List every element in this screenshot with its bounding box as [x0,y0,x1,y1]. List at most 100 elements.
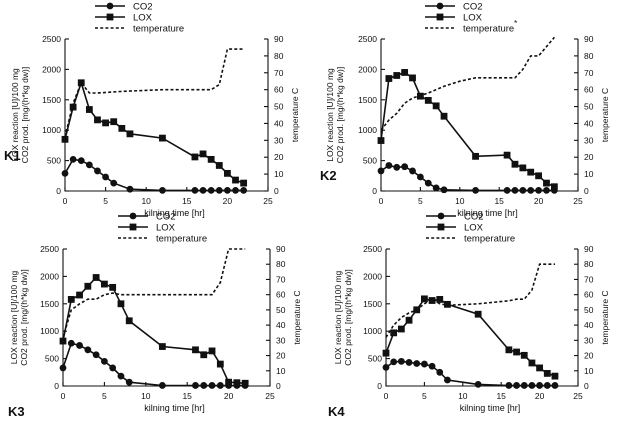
x-tick-label: 15 [182,391,192,401]
x-tick-label: 25 [573,196,583,206]
x-tick-label: 0 [379,196,384,206]
chart-panel-k4: 0 500 1000 1500 2000 2500 0 10 20 30 40 50 60 70 80 90 0… [328,212,610,420]
data-point-lox [536,364,543,372]
y-right-tick-label: 10 [584,366,594,376]
data-point-lox [401,69,409,76]
data-point-co2 [535,186,542,194]
y-right-tick-label: 20 [584,152,594,162]
y-tick-label: 2000 [363,271,382,281]
x-tick-label: 15 [182,196,192,206]
x-tick-label: 10 [141,196,151,206]
data-point-co2 [474,380,482,388]
data-point-co2 [215,186,223,194]
chart-panel-k2: 0 500 1000 1500 2000 2500 0 10 20 30 40 50 60 70 80 90 0… [320,2,610,219]
data-point-co2 [207,186,215,194]
chart-panel-k3: 0 500 1000 1500 2000 2500 0 10 20 30 40 50 60 70 80 90 0… [8,212,302,420]
data-point-lox [409,74,416,82]
stray-asterisk: * [514,18,518,28]
y-tick-label: 2000 [42,64,61,74]
y-tick-label: 2000 [40,271,59,281]
data-point-lox [474,310,482,318]
legend-entry-temperature: temperature [133,24,184,35]
data-point-lox [444,300,451,308]
data-point-co2 [385,162,393,169]
data-point-co2 [472,186,479,194]
data-point-lox [101,280,108,288]
y-axis-label-line2: CO2 prod. [mg/(h*kg dw)] [335,67,345,163]
series-line-co2 [64,158,244,192]
axis-lines [62,249,271,387]
y-right-tick-label: 90 [584,34,594,44]
x-tick-label: 25 [265,391,275,401]
y-right-tick-label: 70 [274,68,284,78]
data-point-lox [117,300,125,308]
data-point-co2 [85,161,93,169]
y-right-tick-label: 40 [584,118,594,128]
legend-entry-co2: CO2 [464,212,484,223]
y-tick-label: 1500 [363,299,382,309]
data-point-lox [85,106,93,113]
data-point-lox [432,102,440,110]
legend-entry-temperature: temperature [463,24,514,35]
series-line-temperature [385,263,555,338]
data-point-co2 [393,163,401,171]
data-point-co2 [444,376,451,384]
data-point-lox [61,135,69,143]
y-right-tick-label: 90 [584,244,594,254]
y-right-tick-label: 20 [276,351,286,361]
y-tick-label: 0 [377,381,382,391]
data-point-co2 [405,359,413,366]
data-point-co2 [390,358,398,366]
chart-panel-k1: 0 500 1000 1500 2000 2500 0 10 20 30 40 50 60 70 80 90 0… [4,2,300,219]
data-point-co2 [401,163,409,171]
data-point-lox [109,283,117,291]
x-tick-label: 20 [223,196,233,206]
data-point-co2 [191,186,199,194]
data-point-co2 [240,186,248,194]
legend-entry-lox-marker [436,13,444,21]
data-point-co2 [126,185,134,193]
y-right-tick-label: 0 [274,186,279,196]
y-right-tick-label: 40 [276,320,286,330]
y-right-tick-label: 10 [584,169,594,179]
data-point-lox [519,164,527,172]
legend-entry-co2-marker [437,212,445,220]
y-right-tick-label: 60 [274,85,284,95]
data-point-lox [421,295,428,303]
data-point-lox [126,130,134,138]
data-point-lox [436,296,444,303]
data-point-co2 [59,364,67,372]
data-point-co2 [101,357,108,365]
x-tick-label: 20 [224,391,234,401]
axis-lines [64,39,269,192]
data-point-lox [428,297,436,304]
data-point-lox [385,75,393,82]
x-tick-label: 0 [384,391,389,401]
data-point-lox [424,97,432,104]
x-tick-label: 15 [496,391,506,401]
legend-entry-lox: LOX [156,223,176,234]
data-point-co2 [409,167,416,175]
series-line-temperature [62,248,246,338]
legend-entry-temperature: temperature [156,234,207,245]
data-point-co2 [505,382,513,389]
y-right-tick-label: 70 [584,68,594,78]
data-point-co2 [92,351,100,359]
legend-entry-lox-marker [437,223,445,231]
y-right-tick-label: 20 [274,152,284,162]
data-point-lox [67,296,75,303]
data-point-co2 [428,362,436,370]
data-point-lox [224,169,231,177]
data-point-lox [551,372,559,380]
data-point-co2 [216,382,224,389]
y-right-tick-label: 60 [584,85,594,95]
y-right-tick-label: 20 [584,351,594,361]
data-point-lox [520,351,528,359]
y-right-tick-label: 50 [276,305,286,315]
y-right-tick-label: 40 [584,320,594,330]
y-right-tick-label: 10 [274,169,284,179]
legend-entry-co2: CO2 [463,2,483,13]
y-right-axis-label: temperature C [600,88,610,142]
y-axis-label-line2: CO2 prod. [mg/(h*kg dw)] [343,269,353,365]
y-tick-label: 2500 [363,244,382,254]
